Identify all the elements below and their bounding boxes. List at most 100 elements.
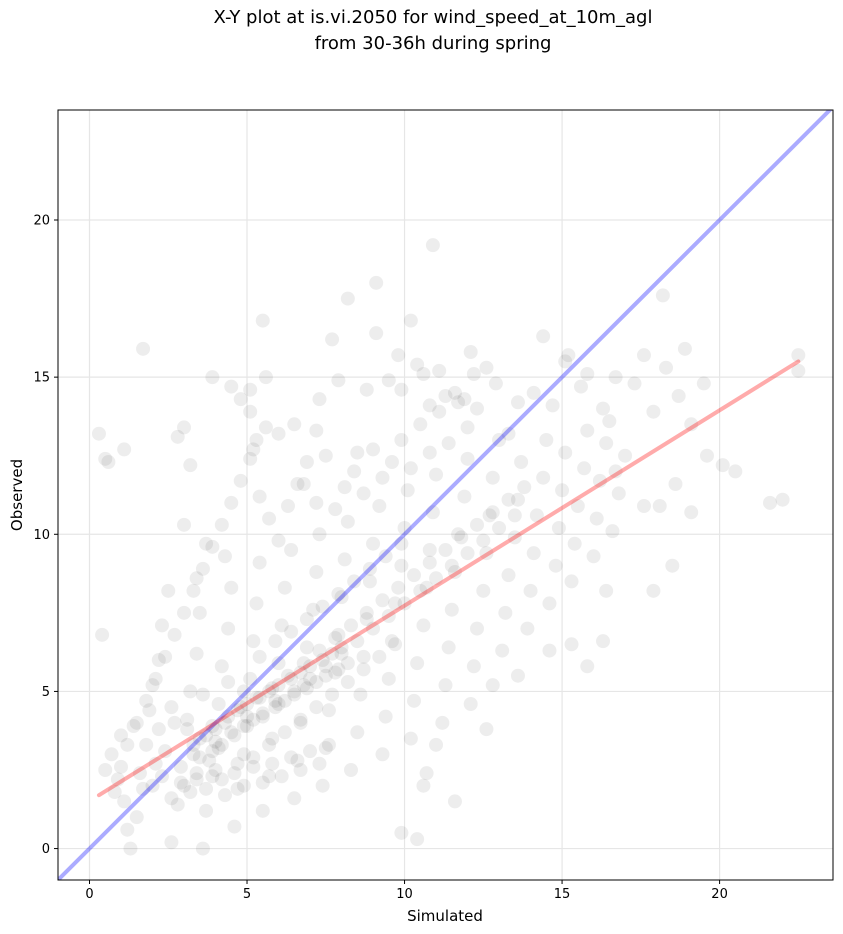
scatter-point (340, 514, 355, 529)
scatter-point (353, 687, 368, 702)
scatter-point (328, 665, 343, 680)
scatter-point (425, 505, 440, 520)
scatter-point (290, 477, 305, 491)
scatter-point (230, 756, 245, 771)
scatter-point (602, 414, 617, 429)
scatter-point (224, 580, 239, 595)
scatter-point (252, 555, 267, 570)
scatter-point (429, 571, 444, 586)
scatter-point (381, 671, 396, 686)
scatter-point (492, 521, 507, 535)
identity-line (58, 110, 833, 880)
chart-title-line-2: from 30-36h during spring (315, 33, 552, 54)
fit-line (96, 359, 801, 798)
scatter-point (410, 656, 425, 671)
scatter-point (479, 546, 494, 561)
scatter-point (356, 662, 371, 677)
scatter-point (340, 291, 355, 306)
scatter-point (243, 671, 258, 686)
scatter-point (573, 379, 588, 394)
scatter-point (416, 367, 431, 381)
scatter-point (381, 609, 396, 623)
scatter-point (366, 442, 381, 457)
scatter-point (362, 574, 377, 589)
scatter-point (293, 665, 308, 680)
scatter-point (303, 659, 318, 674)
scatter-point (312, 756, 327, 771)
scatter-point (151, 653, 166, 667)
scatter-point (586, 549, 601, 564)
scatter-point (243, 404, 258, 419)
scatter-point (154, 769, 169, 784)
scatter-point (318, 448, 333, 463)
scatter-point (419, 580, 434, 595)
scatter-point (422, 555, 437, 570)
scatter-point (117, 442, 132, 457)
scatter-point (199, 803, 214, 818)
scatter-point (183, 684, 198, 699)
scatter-point (542, 643, 557, 658)
scatter-point (388, 596, 403, 611)
scatter-point (564, 574, 579, 589)
scatter-point (315, 778, 330, 793)
scatter-point (507, 530, 522, 545)
scatter-point (422, 398, 437, 413)
scatter-point (293, 715, 308, 730)
scatter-point (359, 382, 374, 397)
scatter-point (517, 480, 532, 495)
scatter-point (438, 678, 453, 693)
scatter-point (164, 835, 179, 850)
scatter-point (164, 791, 179, 806)
scatter-point (369, 275, 384, 290)
scatter-point (419, 766, 434, 781)
x-tick-label: 15 (554, 887, 571, 902)
scatter-point (646, 583, 661, 598)
scatter-point (406, 568, 421, 583)
scatter-point (312, 392, 327, 407)
scatter-point (154, 618, 169, 633)
scatter-point (510, 492, 525, 507)
scatter-point (192, 731, 207, 746)
scatter-point (501, 492, 516, 507)
scatter-point (199, 781, 214, 796)
scatter-point (214, 517, 229, 532)
scatter-point (470, 401, 485, 416)
scatter-point (164, 700, 179, 715)
scatter-point (551, 521, 566, 535)
scatter-point (555, 483, 570, 498)
scatter-point (265, 681, 280, 696)
x-tick-label: 0 (85, 887, 93, 902)
scatter-point (567, 536, 582, 551)
scatter-point (400, 483, 415, 498)
scatter-point (542, 596, 557, 611)
scatter-point (230, 781, 245, 796)
y-tick-label: 20 (33, 214, 50, 229)
scatter-point (696, 376, 711, 391)
scatter-point (98, 763, 113, 777)
scatter-point (444, 558, 459, 573)
scatter-point (189, 772, 204, 787)
scatter-point (441, 640, 456, 655)
scatter-point (545, 398, 560, 413)
scatter-point (523, 583, 538, 598)
scatter-point (318, 659, 333, 674)
scatter-point (271, 697, 286, 711)
scatter-point (249, 596, 264, 611)
scatter-point (592, 473, 607, 488)
scatter-point (378, 709, 393, 724)
scatter-point (309, 700, 324, 715)
scatter-point (451, 395, 466, 410)
scatter-point (463, 697, 478, 711)
scatter-point (195, 561, 210, 576)
scatter-point (325, 687, 340, 702)
scatter-point (277, 725, 292, 740)
scatter-point (293, 712, 308, 727)
scatter-point (384, 455, 399, 469)
scatter-point (331, 587, 346, 601)
scatter-point (240, 697, 255, 711)
scatter-point (435, 715, 450, 730)
scatter-point (240, 719, 255, 733)
scatter-point (170, 797, 185, 812)
scatter-point (413, 417, 428, 432)
scatter-point (173, 775, 188, 790)
